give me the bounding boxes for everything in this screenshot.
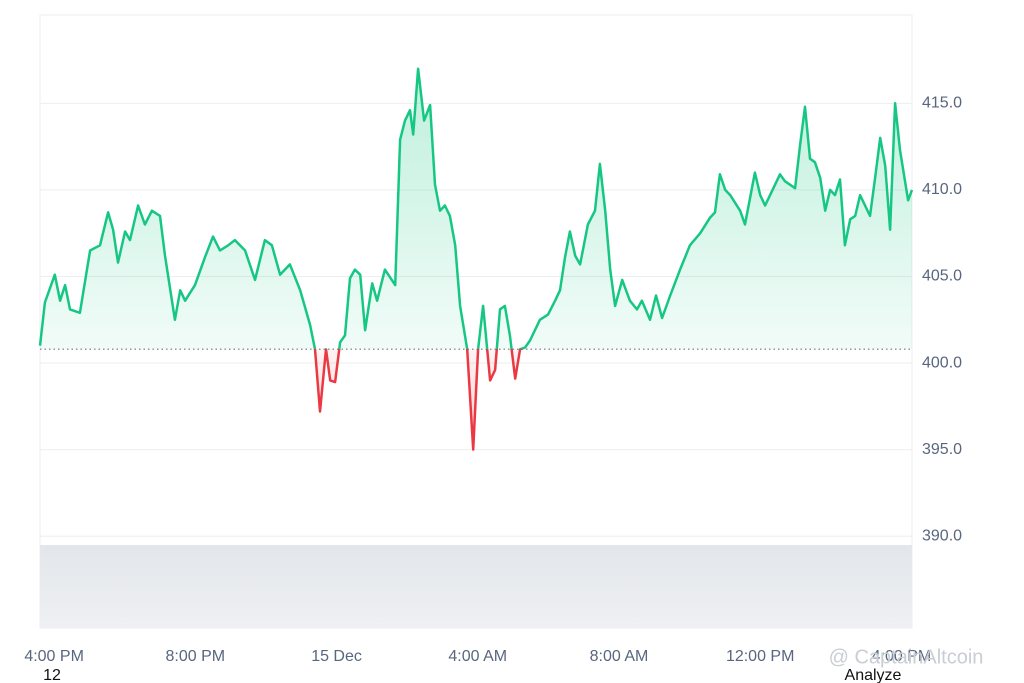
y-tick-label: 415.0 [922, 95, 962, 112]
volume-band [40, 545, 912, 628]
footer-right: Analyze [845, 667, 902, 683]
x-tick-label: 4:00 AM [448, 648, 507, 665]
x-tick-label: 4:00 PM [872, 648, 932, 665]
x-tick-label: 4:00 PM [24, 648, 84, 665]
x-tick-label: 8:00 AM [590, 648, 649, 665]
price-line [38, 67, 914, 451]
footer-left: 12 [43, 667, 61, 683]
x-tick-label: 8:00 PM [166, 648, 226, 665]
watermark: @ CaptainAltcoin [829, 646, 984, 668]
y-tick-label: 405.0 [922, 268, 962, 285]
y-tick-label: 410.0 [922, 181, 962, 198]
x-tick-label: 12:00 PM [726, 648, 794, 665]
y-tick-label: 395.0 [922, 441, 962, 458]
y-tick-label: 390.0 [922, 527, 962, 544]
y-tick-label: 400.0 [922, 354, 962, 371]
x-tick-label: 15 Dec [311, 648, 362, 665]
